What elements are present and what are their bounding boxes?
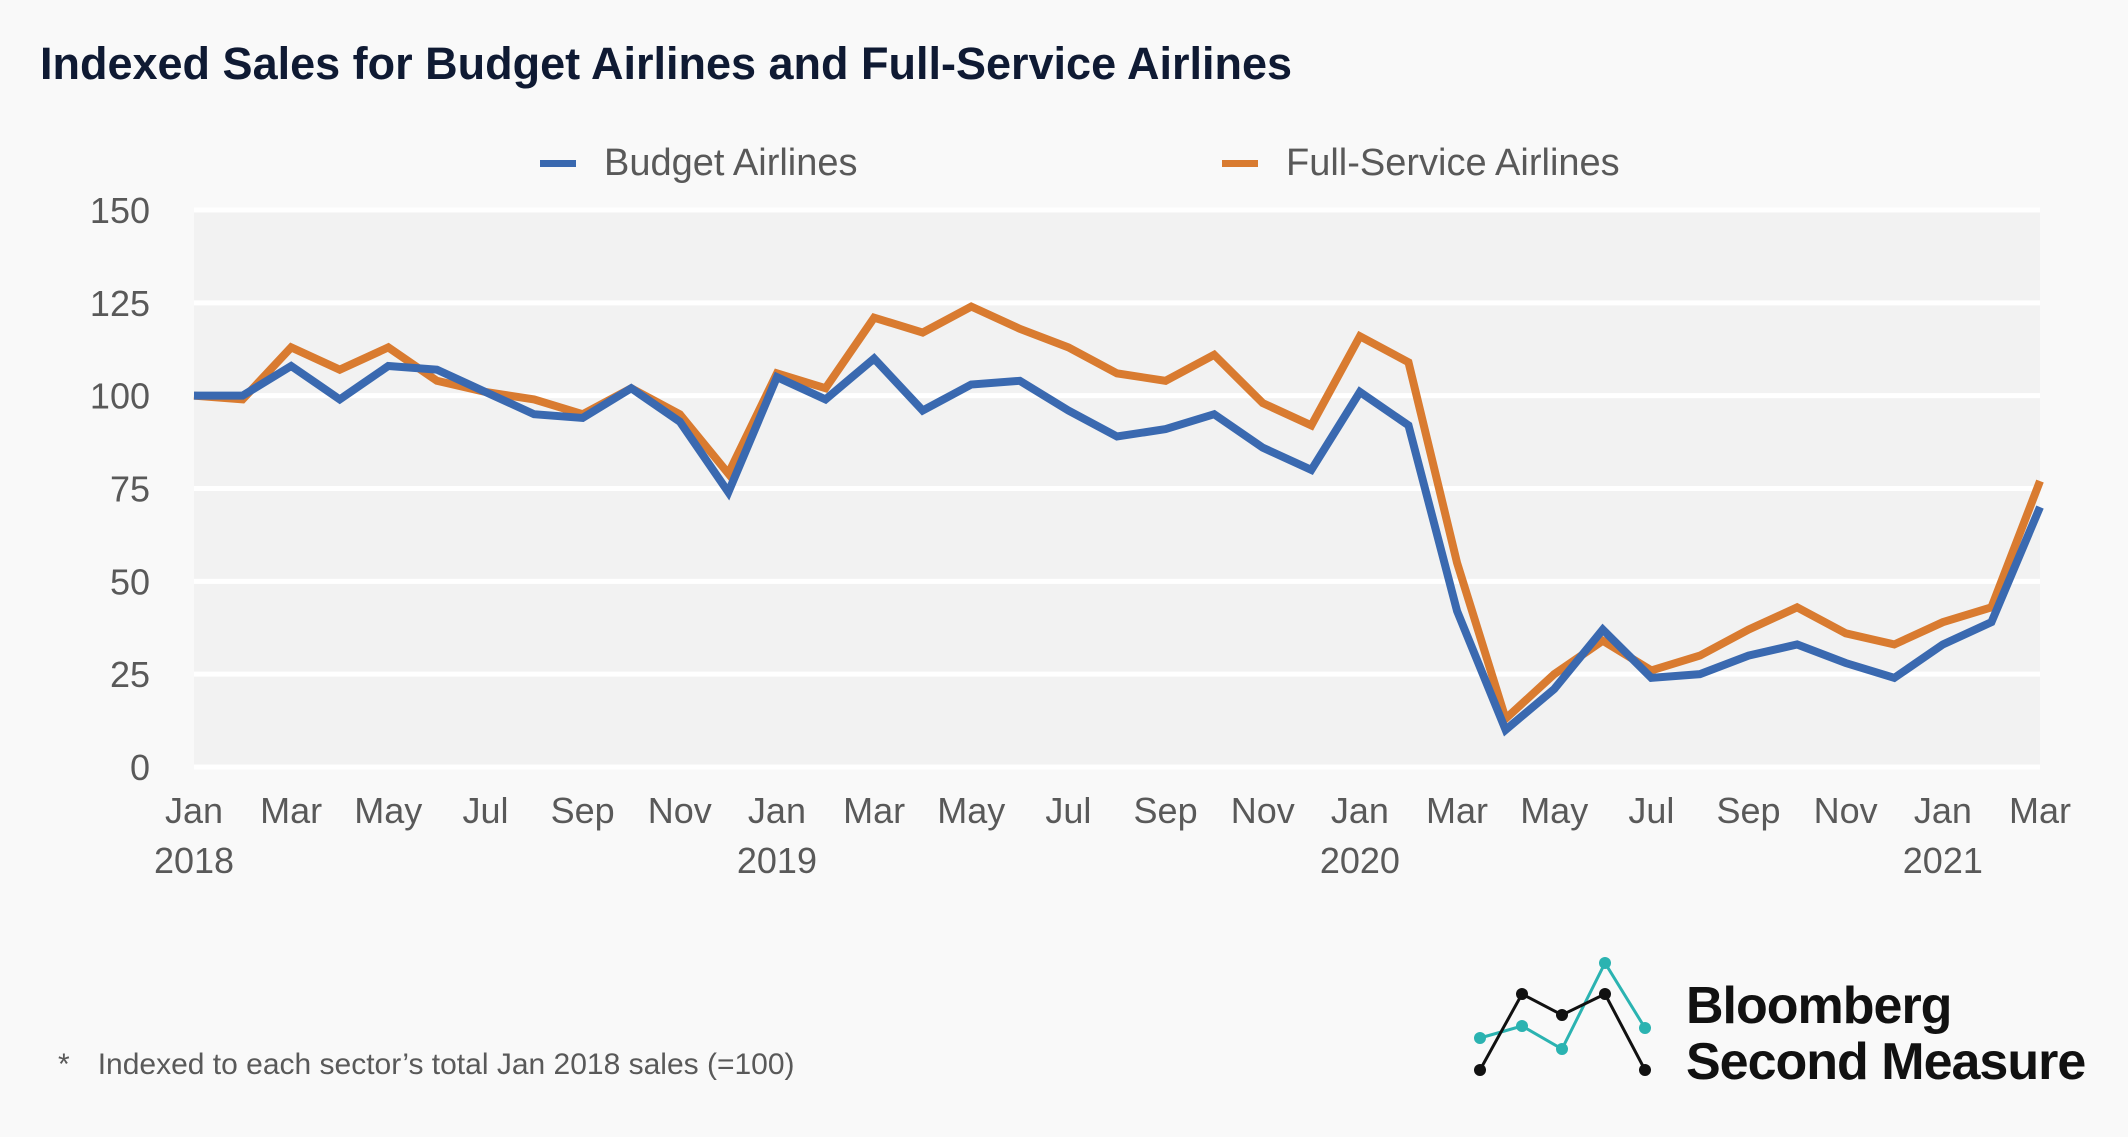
- legend-item-full-service: Full-Service Airlines: [1222, 142, 1620, 185]
- x-tick-label: Sep: [1134, 790, 1198, 831]
- y-tick-label: 150: [90, 190, 150, 231]
- x-year-label: 2018: [154, 840, 234, 881]
- x-tick-label: Nov: [1231, 790, 1295, 831]
- x-tick-label: Jul: [462, 790, 508, 831]
- line-chart: 0 25 50 75 100 125 150 Jan 2018 Mar May Jul Sep Nov Ja…: [90, 190, 2071, 881]
- x-tick-label: May: [937, 790, 1005, 831]
- y-tick-label: 25: [110, 654, 150, 695]
- x-tick-label: Jan: [748, 790, 806, 831]
- footnote-text: Indexed to each sector’s total Jan 2018 …: [97, 1048, 795, 1081]
- x-tick-label: Jan: [1331, 790, 1389, 831]
- footnote: * Indexed to each sector’s total Jan 2018…: [58, 1048, 795, 1082]
- logo-line-2: Second Measure: [1686, 1033, 2086, 1091]
- logo-line-1: Bloomberg: [1686, 977, 1952, 1035]
- x-tick-label: Sep: [1716, 790, 1780, 831]
- x-year-label: 2019: [737, 840, 817, 881]
- legend-item-budget: Budget Airlines: [540, 142, 858, 185]
- logo-text: Bloomberg Second Measure: [1686, 977, 2086, 1091]
- x-tick-label: Nov: [1814, 790, 1878, 831]
- x-tick-label: Nov: [648, 790, 712, 831]
- chart-title: Indexed Sales for Budget Airlines and Fu…: [40, 38, 1293, 89]
- x-tick-label: Mar: [1426, 790, 1488, 831]
- y-tick-label: 50: [110, 561, 150, 602]
- legend-label-full-service: Full-Service Airlines: [1286, 142, 1620, 184]
- x-tick-label: Jul: [1628, 790, 1674, 831]
- legend-label-budget: Budget Airlines: [604, 142, 858, 184]
- x-tick-label: May: [354, 790, 422, 831]
- bloomberg-second-measure-logo-icon: [1474, 957, 1651, 1076]
- legend-swatch-budget: [540, 160, 576, 167]
- x-tick-label: Mar: [260, 790, 322, 831]
- x-year-label: 2021: [1903, 840, 1983, 881]
- y-tick-label: 75: [110, 469, 150, 510]
- footnote-marker: *: [58, 1048, 70, 1081]
- x-tick-label: Mar: [2009, 790, 2071, 831]
- x-year-label: 2020: [1320, 840, 1400, 881]
- x-tick-label: Jan: [1914, 790, 1972, 831]
- x-tick-label: Mar: [843, 790, 905, 831]
- x-tick-label: Sep: [551, 790, 615, 831]
- y-tick-label: 100: [90, 376, 150, 417]
- x-tick-label: May: [1520, 790, 1588, 831]
- x-tick-label: Jan: [165, 790, 223, 831]
- y-tick-label: 0: [130, 747, 150, 788]
- x-tick-label: Jul: [1045, 790, 1091, 831]
- y-tick-label: 125: [90, 283, 150, 324]
- legend-swatch-full-service: [1222, 160, 1258, 167]
